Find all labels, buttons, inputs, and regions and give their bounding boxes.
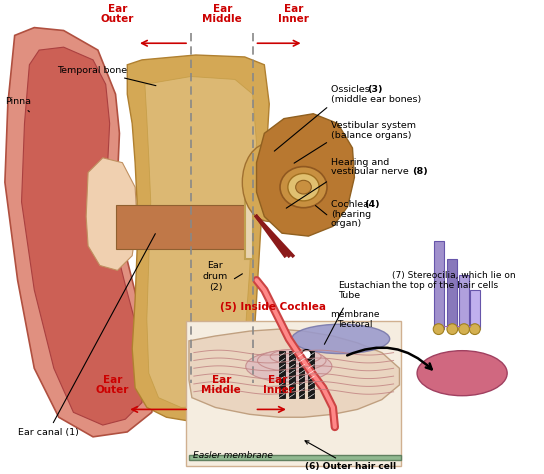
Text: Ear
drum
(2): Ear drum (2) <box>203 261 228 292</box>
Text: Ear: Ear <box>108 4 127 14</box>
Text: Middle: Middle <box>201 385 241 395</box>
Circle shape <box>459 324 469 335</box>
Text: Tube: Tube <box>338 291 360 300</box>
Circle shape <box>447 324 458 335</box>
Circle shape <box>433 324 444 335</box>
Text: (4): (4) <box>364 200 380 209</box>
Circle shape <box>469 324 480 335</box>
Ellipse shape <box>288 173 319 201</box>
Polygon shape <box>257 114 355 236</box>
Text: Outer: Outer <box>96 385 129 395</box>
Text: (hearing: (hearing <box>331 210 371 219</box>
Text: Inner: Inner <box>279 14 309 24</box>
Text: Ear: Ear <box>103 375 122 385</box>
Bar <box>434 241 443 329</box>
Text: (3): (3) <box>367 85 382 94</box>
Text: Hearing and: Hearing and <box>331 158 389 167</box>
Bar <box>459 275 469 329</box>
Text: (balance organs): (balance organs) <box>331 131 411 140</box>
Ellipse shape <box>280 166 327 208</box>
Text: Tectoral: Tectoral <box>337 320 372 329</box>
Bar <box>289 351 295 398</box>
Ellipse shape <box>296 180 311 194</box>
Polygon shape <box>189 329 399 417</box>
Text: Ear: Ear <box>213 4 232 14</box>
Bar <box>308 351 314 398</box>
Ellipse shape <box>270 349 321 364</box>
Text: Eustachian: Eustachian <box>338 281 390 290</box>
Bar <box>186 321 401 466</box>
Text: membrane: membrane <box>330 310 379 319</box>
Text: Ear canal (1): Ear canal (1) <box>17 234 156 437</box>
Polygon shape <box>86 158 137 270</box>
Polygon shape <box>127 55 269 422</box>
Ellipse shape <box>292 324 390 354</box>
Text: (5) Inside Cochlea: (5) Inside Cochlea <box>220 301 326 311</box>
Bar <box>299 351 305 398</box>
Text: Easler membrane: Easler membrane <box>193 451 273 460</box>
Ellipse shape <box>246 351 332 382</box>
Text: Temporal bone: Temporal bone <box>57 65 156 86</box>
Text: (6) Outer hair cell: (6) Outer hair cell <box>305 441 397 471</box>
Circle shape <box>301 350 311 359</box>
Polygon shape <box>5 27 159 437</box>
Bar <box>470 290 480 329</box>
Ellipse shape <box>257 350 326 371</box>
Text: (8): (8) <box>412 167 428 176</box>
Polygon shape <box>22 47 145 425</box>
Bar <box>115 205 248 249</box>
Text: Ear: Ear <box>284 4 304 14</box>
Ellipse shape <box>242 143 296 221</box>
Text: Ear: Ear <box>212 375 231 385</box>
Text: Ear: Ear <box>268 375 288 385</box>
Text: (middle ear bones): (middle ear bones) <box>331 95 421 104</box>
Polygon shape <box>145 76 257 408</box>
Bar <box>189 456 401 460</box>
Text: the top of the hair cells: the top of the hair cells <box>392 281 498 290</box>
Text: Cochlea: Cochlea <box>331 200 372 209</box>
Text: (7) Stereocilia, which lie on: (7) Stereocilia, which lie on <box>392 271 515 280</box>
Text: Inner: Inner <box>263 385 294 395</box>
Ellipse shape <box>417 351 507 396</box>
Text: Outer: Outer <box>101 14 134 24</box>
Text: organ): organ) <box>331 219 362 228</box>
Bar <box>245 195 252 259</box>
Text: vestibular nerve: vestibular nerve <box>331 167 412 176</box>
Bar <box>279 351 285 398</box>
Text: Middle: Middle <box>202 14 242 24</box>
Text: Pinna: Pinna <box>5 97 31 112</box>
Bar <box>447 259 457 329</box>
Text: Vestibular system: Vestibular system <box>331 121 416 130</box>
Text: Ossicles: Ossicles <box>331 85 373 94</box>
